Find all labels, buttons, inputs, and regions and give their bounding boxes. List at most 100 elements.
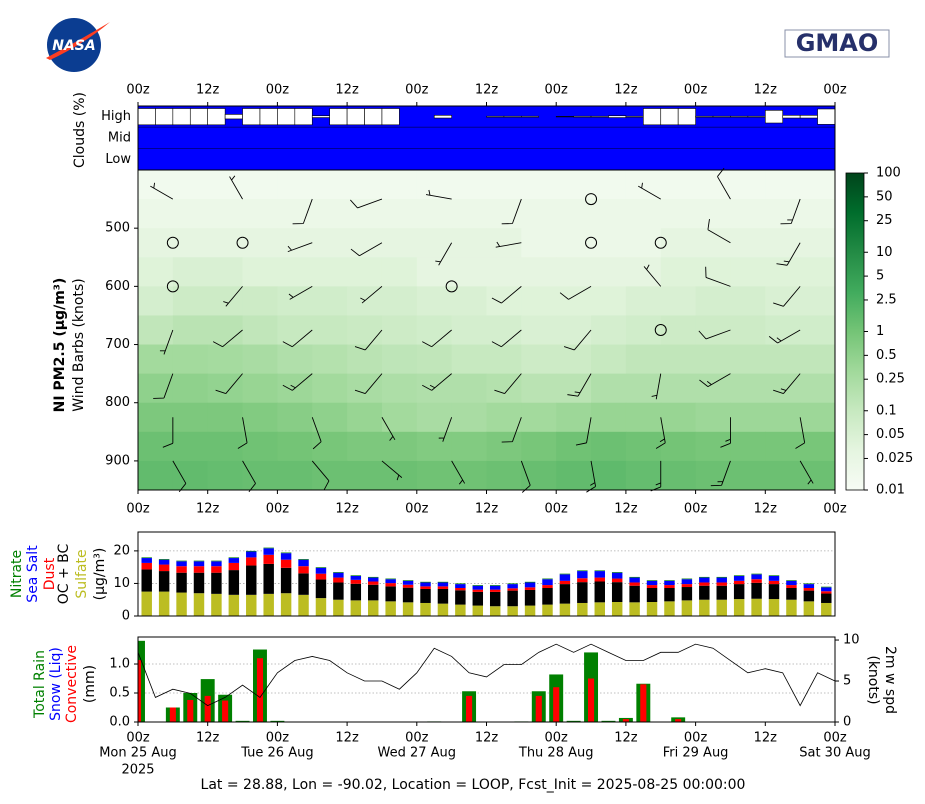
precip-bar bbox=[566, 720, 581, 722]
legend-label: Snow (Liq) bbox=[48, 647, 64, 721]
heatmap-cell bbox=[556, 431, 592, 462]
colorbar-tick-label: 5 bbox=[876, 269, 884, 284]
heatmap-cell bbox=[381, 257, 418, 287]
stacked-bar bbox=[368, 581, 379, 585]
x-tick-label: 00z bbox=[545, 731, 569, 746]
colorbar-tick-label: 1 bbox=[876, 324, 884, 339]
stacked-bar bbox=[368, 584, 379, 601]
stacked-bar bbox=[176, 572, 187, 593]
heatmap-cell bbox=[521, 431, 557, 462]
stacked-bar bbox=[263, 593, 274, 616]
heatmap-cell bbox=[312, 431, 348, 462]
heatmap-cell bbox=[625, 170, 662, 200]
colorbar-tick-label: 0.01 bbox=[876, 483, 905, 498]
stacked-bar bbox=[751, 579, 762, 583]
heatmap-cell bbox=[451, 373, 487, 404]
heatmap-cell bbox=[207, 257, 244, 287]
stacked-bar bbox=[699, 582, 710, 586]
stacked-bar bbox=[489, 589, 501, 592]
cloud-box bbox=[730, 115, 749, 118]
heatmap-cell bbox=[347, 344, 383, 375]
heatmap-cells bbox=[138, 170, 835, 491]
heatmap-cell bbox=[521, 460, 557, 491]
stacked-bar bbox=[803, 601, 815, 616]
stacked-bar bbox=[716, 599, 727, 616]
heatmap-cell bbox=[416, 257, 453, 287]
heatmap-cell bbox=[486, 199, 522, 229]
wind-barb bbox=[698, 329, 731, 340]
wind-barb bbox=[776, 242, 801, 266]
wind-barb bbox=[381, 460, 403, 481]
cloud-row bbox=[138, 127, 835, 149]
stacked-bar bbox=[333, 572, 344, 578]
heatmap-cell bbox=[800, 199, 835, 229]
heatmap-cell bbox=[347, 431, 383, 462]
x-tick-label: 00z bbox=[545, 502, 569, 517]
stacked-bar bbox=[681, 579, 693, 585]
stacked-bar bbox=[507, 606, 518, 616]
precip-unit-label: (mm) bbox=[82, 665, 98, 703]
wind-barb bbox=[559, 285, 592, 300]
heatmap-cell bbox=[695, 373, 731, 404]
wind-barb bbox=[360, 286, 383, 304]
heatmap-cell bbox=[277, 402, 313, 433]
heatmap-cell bbox=[625, 199, 662, 229]
stacked-bar bbox=[594, 602, 605, 616]
heatmap-cell bbox=[591, 199, 627, 229]
heatmap-cell bbox=[730, 257, 766, 287]
heatmap-cell bbox=[765, 228, 801, 258]
cloud-box bbox=[573, 115, 592, 118]
stacked-bar bbox=[733, 575, 745, 581]
heatmap-cell bbox=[765, 170, 801, 200]
heatmap-cell bbox=[591, 373, 627, 404]
stacked-bar bbox=[280, 552, 292, 554]
calm-wind bbox=[585, 236, 598, 249]
heatmap-cell bbox=[800, 286, 835, 316]
stacked-bar bbox=[524, 589, 536, 606]
cloud-box bbox=[224, 114, 243, 120]
heatmap-cell bbox=[591, 286, 627, 316]
heatmap-cell bbox=[207, 373, 244, 404]
stacked-bar bbox=[158, 591, 170, 616]
heatmap-cell bbox=[138, 402, 174, 433]
heatmap-cell bbox=[172, 315, 209, 346]
stacked-bar bbox=[246, 551, 257, 558]
stacked-bar bbox=[472, 591, 484, 606]
stacked-bar bbox=[768, 575, 780, 581]
wind-barb bbox=[288, 285, 313, 300]
precip-bar bbox=[640, 684, 647, 722]
heatmap-cell bbox=[660, 344, 697, 375]
heatmap-cell bbox=[730, 199, 766, 229]
wind-barb bbox=[491, 329, 522, 348]
stacked-bar bbox=[803, 583, 815, 585]
colorbar-tick-label: 0.1 bbox=[876, 403, 897, 418]
heatmap-cell bbox=[416, 344, 453, 375]
x-tick-label: 00z bbox=[545, 83, 569, 98]
stacked-bar bbox=[298, 566, 309, 574]
stacked-bar bbox=[559, 580, 571, 585]
heatmap-cell bbox=[660, 257, 697, 287]
year-label: 2025 bbox=[121, 763, 154, 778]
heatmap-cell bbox=[730, 315, 766, 346]
stacked-bar bbox=[455, 604, 466, 616]
heatmap-cell bbox=[347, 199, 383, 229]
heatmap-cell bbox=[765, 286, 801, 316]
heatmap-cell bbox=[381, 228, 418, 258]
y-tick-label: 700 bbox=[105, 337, 130, 352]
stacked-bar bbox=[368, 600, 379, 616]
stacked-bar bbox=[821, 591, 832, 594]
heatmap-cell bbox=[138, 315, 174, 346]
stacked-bar bbox=[611, 602, 623, 616]
heatmap-cell bbox=[207, 431, 244, 462]
stacked-bar bbox=[420, 582, 431, 587]
stacked-bar bbox=[594, 581, 605, 603]
stacked-bar bbox=[489, 585, 501, 586]
stacked-bar bbox=[350, 579, 362, 584]
heatmap-cell bbox=[800, 228, 835, 258]
heatmap-cell bbox=[625, 286, 662, 316]
stacked-bar bbox=[176, 560, 187, 562]
heatmap-cell bbox=[660, 402, 697, 433]
heatmap-cell bbox=[451, 344, 487, 375]
heatmap-cell bbox=[556, 228, 592, 258]
heatmap-cell bbox=[556, 402, 592, 433]
